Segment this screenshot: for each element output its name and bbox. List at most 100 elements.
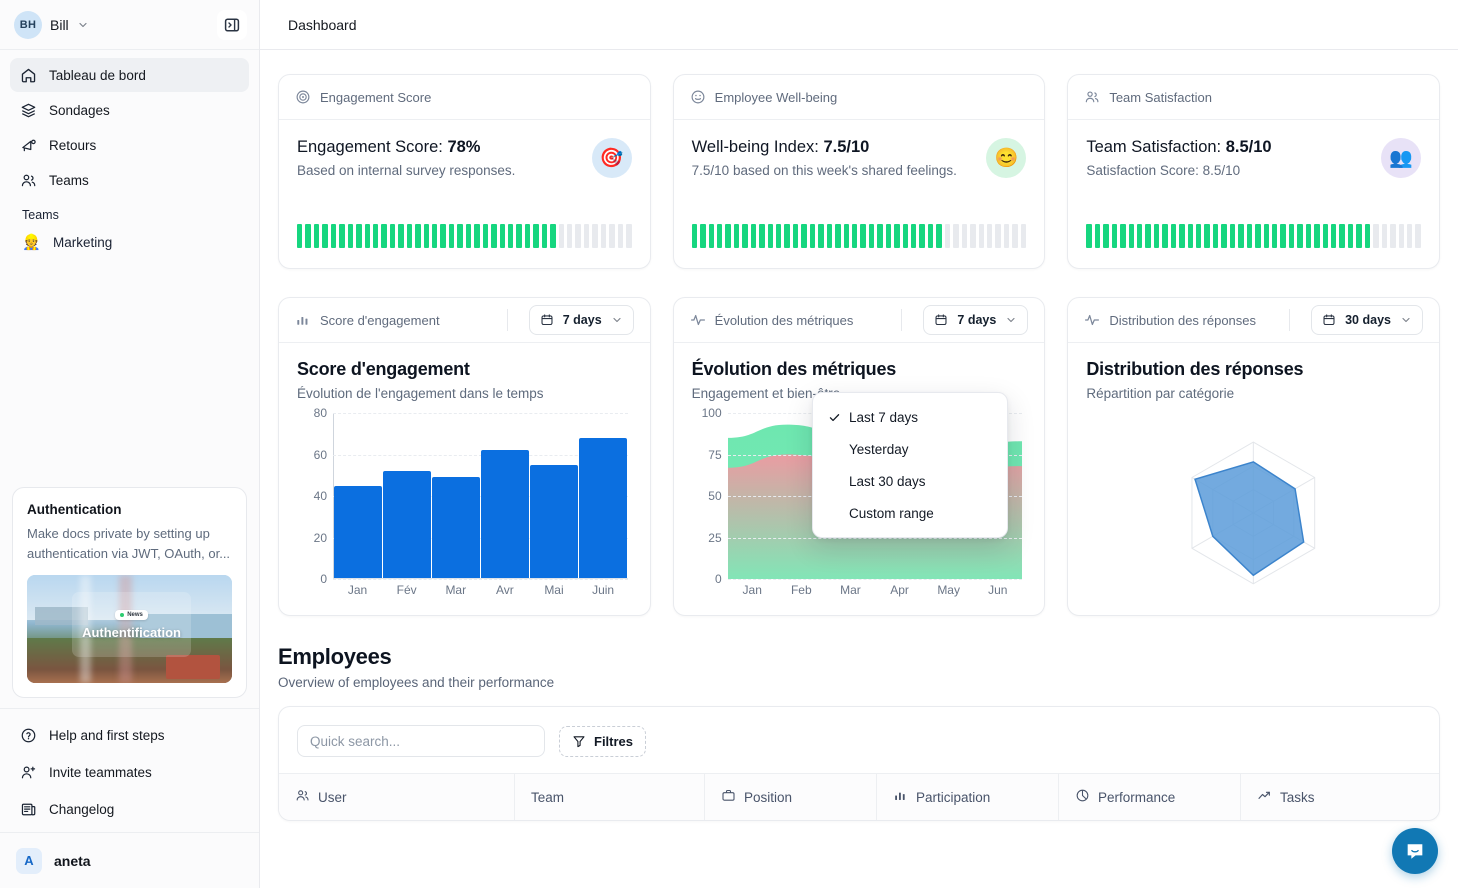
sidebar-item-help[interactable]: Help and first steps: [10, 717, 249, 753]
progress-segment: [1322, 224, 1329, 248]
gridline: [333, 537, 628, 539]
funnel-icon: [573, 736, 585, 748]
promo-card[interactable]: Authentication Make docs private by sett…: [12, 487, 247, 698]
card-body: Team Satisfaction: 8.5/10 Satisfaction S…: [1068, 120, 1439, 268]
metric-value: 78%: [447, 138, 481, 156]
card-score-engagement: Score d'engagement 7 days: [278, 297, 651, 616]
intercom-launcher-button[interactable]: [1392, 828, 1438, 874]
range-dropdown-menu[interactable]: Last 7 days Yesterday Last 30 days Custom r…: [812, 392, 1008, 538]
chevron-down-icon: [613, 317, 621, 323]
bar: [529, 464, 578, 579]
sidebar-header: BH Bill: [0, 0, 259, 50]
metric-subtitle: Based on internal survey responses.: [297, 163, 516, 178]
sidebar-account-footer[interactable]: A aneta: [0, 832, 259, 888]
range-selector-button-3[interactable]: 30 days: [1311, 305, 1423, 335]
progress-segment: [482, 224, 489, 248]
progress-segment: [944, 224, 951, 248]
sidebar-item-tableau-de-bord[interactable]: Tableau de bord: [10, 58, 249, 92]
card-body: Well-being Index: 7.5/10 7.5/10 based on…: [674, 120, 1045, 268]
sidebar-team-marketing[interactable]: 👷 Marketing: [10, 226, 249, 258]
column-header-tasks[interactable]: Tasks: [1241, 774, 1421, 820]
range-selector-button-2[interactable]: 7 days: [923, 305, 1029, 335]
home-icon: [20, 67, 37, 84]
card-header: Team Satisfaction: [1068, 75, 1439, 120]
sidebar-item-invite-teammates[interactable]: Invite teammates: [10, 754, 249, 790]
bar-column[interactable]: [431, 413, 480, 579]
progress-segment: [1179, 224, 1185, 248]
progress-bars: [691, 224, 1027, 248]
column-header-user[interactable]: User: [279, 774, 515, 820]
metric-cards-row: Engagement Score Engagement Score: 78% B…: [278, 74, 1440, 269]
sidebar-team-label: Marketing: [53, 234, 113, 250]
plot-area: [333, 413, 628, 580]
busts-emoji-icon: 👥: [1380, 138, 1421, 178]
y-tick: 0: [714, 572, 722, 586]
menu-item-last-30-days[interactable]: Last 30 days: [813, 465, 1007, 497]
progress-segment: [927, 224, 934, 248]
range-label: 30 days: [1345, 313, 1391, 327]
sidebar-item-sondages[interactable]: Sondages: [10, 93, 249, 127]
progress-segment: [381, 224, 387, 248]
x-tick: Jan: [347, 583, 368, 597]
divider: [1289, 309, 1291, 331]
range-label: 7 days: [562, 313, 602, 327]
bar-column[interactable]: [480, 413, 529, 579]
column-header-performance[interactable]: Performance: [1059, 774, 1241, 820]
chart-title: Distribution des réponses: [1086, 359, 1304, 379]
bar: [333, 485, 382, 579]
sidebar-collapse-button[interactable]: [217, 9, 247, 40]
progress-segment: [1415, 224, 1421, 248]
progress-segment: [575, 224, 581, 248]
x-tick: Feb: [790, 583, 812, 597]
promo-image: News Authentification: [27, 575, 232, 683]
content-scroll: Engagement Score Engagement Score: 78% B…: [260, 50, 1458, 888]
y-axis-labels: 0 25 50 75 100: [692, 406, 726, 586]
progress-segment: [465, 224, 472, 248]
progress-segment: [364, 224, 370, 248]
y-tick: 50: [708, 489, 722, 503]
card-body: Score d'engagement Évolution de l'engage…: [279, 343, 650, 615]
progress-segment: [297, 224, 303, 248]
progress-segment: [1187, 224, 1194, 248]
progress-segment: [347, 224, 354, 248]
sidebar-item-changelog[interactable]: Changelog: [10, 791, 249, 827]
sidebar-item-retours[interactable]: Retours: [10, 128, 249, 162]
bar-column[interactable]: [333, 413, 382, 579]
column-header-position[interactable]: Position: [705, 774, 877, 820]
radar-series: [1191, 441, 1316, 585]
workspace-name[interactable]: Bill: [50, 16, 69, 33]
bar-column[interactable]: [579, 413, 628, 579]
progress-segment: [1364, 224, 1371, 248]
progress-segment: [1145, 224, 1151, 248]
bar-column[interactable]: [382, 413, 431, 579]
bar-column[interactable]: [529, 413, 578, 579]
progress-segment: [313, 224, 320, 248]
progress-segment: [1170, 224, 1177, 248]
metric-value: 8.5/10: [1225, 138, 1272, 156]
column-header-participation[interactable]: Participation: [877, 774, 1059, 820]
employees-subtitle: Overview of employees and their performa…: [278, 675, 555, 690]
filters-button[interactable]: Filtres: [559, 725, 647, 757]
bar: [382, 471, 431, 579]
menu-item-custom-range[interactable]: Custom range: [813, 497, 1007, 529]
menu-item-last-7-days[interactable]: Last 7 days: [813, 401, 1007, 433]
x-axis-labels: Jan Fév Mar Avr Mai Juin: [333, 583, 628, 603]
account-avatar: A: [16, 847, 42, 874]
chevron-down-icon[interactable]: [231, 855, 243, 867]
search-input[interactable]: [297, 725, 545, 757]
progress-segment: [533, 224, 539, 248]
promo-overlay-title: Authentification: [82, 624, 181, 640]
y-tick: 100: [701, 406, 722, 420]
menu-item-yesterday[interactable]: Yesterday: [813, 433, 1007, 465]
progress-segment: [567, 224, 573, 248]
card-distribution-reponses: Distribution des réponses 30 days: [1067, 297, 1440, 616]
range-selector-button-1[interactable]: 7 days: [528, 305, 634, 335]
chevron-down-icon[interactable]: [77, 19, 89, 31]
column-header-team[interactable]: Team: [515, 774, 705, 820]
divider: [901, 309, 903, 331]
progress-segment: [1398, 224, 1404, 248]
activity-icon: [1085, 314, 1100, 326]
x-tick: May: [937, 583, 960, 597]
sidebar-item-teams[interactable]: Teams: [10, 163, 249, 197]
